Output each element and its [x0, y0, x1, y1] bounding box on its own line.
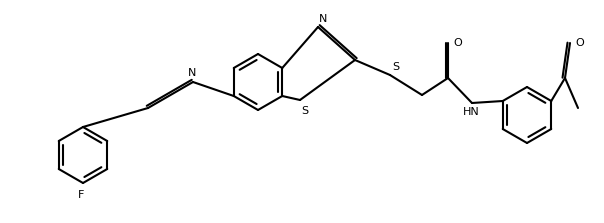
Text: F: F	[78, 190, 84, 200]
Text: S: S	[301, 106, 308, 116]
Text: O: O	[453, 38, 461, 48]
Text: S: S	[392, 62, 399, 72]
Text: O: O	[575, 38, 583, 48]
Text: HN: HN	[463, 107, 480, 117]
Text: N: N	[319, 14, 327, 24]
Text: N: N	[188, 68, 196, 78]
